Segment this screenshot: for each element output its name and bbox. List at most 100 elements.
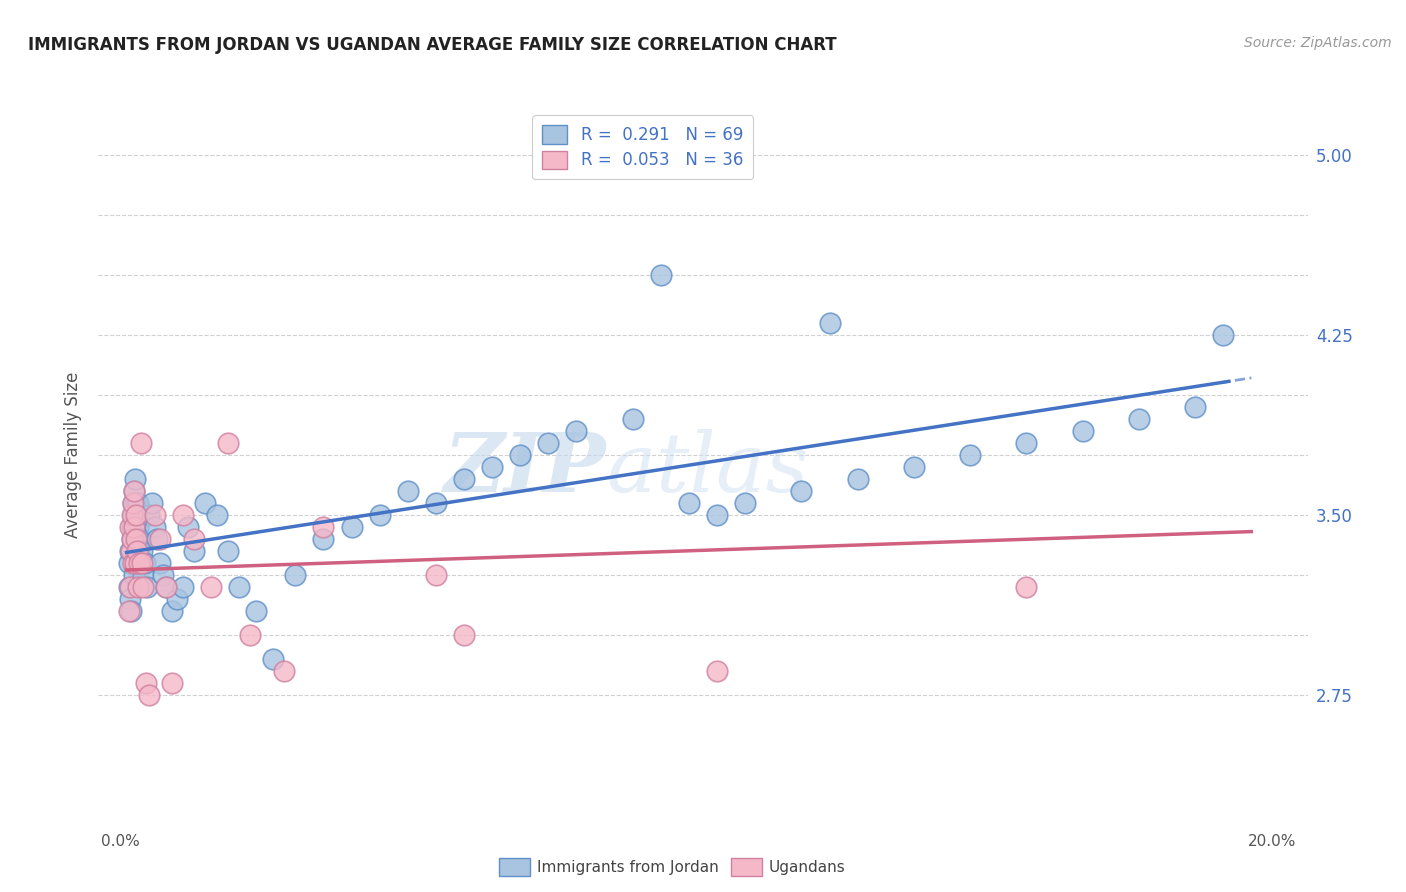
Point [396,483,419,498]
Point [312,532,335,546]
Point [118,580,141,594]
Point [340,520,363,534]
Point [124,520,146,534]
Point [128,544,150,558]
Point [1015,580,1038,594]
Point [136,580,159,594]
Point [125,544,148,558]
Point [124,508,146,522]
Point [183,544,205,558]
Point [1128,412,1150,426]
Point [1071,424,1094,438]
Point [239,628,262,642]
Point [734,496,756,510]
Legend: R =  0.291   N = 69, R =  0.053   N = 36: R = 0.291 N = 69, R = 0.053 N = 36 [533,115,752,179]
Point [125,532,148,546]
Point [177,520,200,534]
Point [183,532,205,546]
Point [846,472,869,486]
Point [121,532,143,546]
Point [205,508,228,522]
Point [138,688,160,702]
Point [149,556,172,570]
Point [565,424,588,438]
Point [368,508,391,522]
Point [312,520,335,534]
Point [120,544,142,558]
Point [132,567,155,582]
Point [200,580,222,594]
Point [143,520,166,534]
Point [124,496,146,510]
Point [118,604,141,618]
Point [166,591,188,606]
Point [127,508,149,522]
Y-axis label: Average Family Size: Average Family Size [65,372,83,538]
Point [650,268,672,282]
Point [706,508,728,522]
Point [160,676,183,690]
Point [621,412,644,426]
Text: IMMIGRANTS FROM JORDAN VS UGANDAN AVERAGE FAMILY SIZE CORRELATION CHART: IMMIGRANTS FROM JORDAN VS UGANDAN AVERAG… [28,36,837,54]
Point [125,520,148,534]
Point [120,544,142,558]
Point [128,556,150,570]
Text: atlas: atlas [606,429,808,508]
Point [121,520,143,534]
Point [143,508,166,522]
Point [284,567,307,582]
Point [217,436,239,450]
Point [120,604,142,618]
Point [228,580,250,594]
Point [790,483,813,498]
Point [129,436,152,450]
Text: 0.0%: 0.0% [101,834,141,849]
Point [425,496,447,510]
Point [146,532,169,546]
Point [121,532,143,546]
Point [134,556,156,570]
Point [481,459,503,474]
Text: Source: ZipAtlas.com: Source: ZipAtlas.com [1244,36,1392,50]
Point [1212,328,1234,343]
Point [678,496,700,510]
Point [425,567,447,582]
Point [141,496,163,510]
Point [131,544,153,558]
Point [172,580,194,594]
Point [217,544,239,558]
Point [118,556,141,570]
Point [453,472,475,486]
Point [194,496,217,510]
Point [127,496,149,510]
Point [1184,400,1206,414]
Point [131,556,153,570]
Point [118,591,141,606]
Point [453,628,475,642]
Point [273,664,295,678]
Point [121,556,143,570]
Point [160,604,183,618]
Point [245,604,267,618]
Point [124,472,146,486]
Point [155,580,177,594]
Point [122,496,145,510]
Text: 20.0%: 20.0% [1249,834,1296,849]
Text: Ugandans: Ugandans [769,860,846,874]
Point [129,532,152,546]
Point [262,652,284,666]
Point [818,316,841,330]
Point [128,556,150,570]
Point [959,448,981,462]
Point [1015,436,1038,450]
Point [132,580,155,594]
Point [127,520,149,534]
Point [172,508,194,522]
Point [124,556,146,570]
Point [124,483,146,498]
Point [122,567,145,582]
Point [903,459,925,474]
Point [127,580,149,594]
Point [125,532,148,546]
Point [122,483,145,498]
